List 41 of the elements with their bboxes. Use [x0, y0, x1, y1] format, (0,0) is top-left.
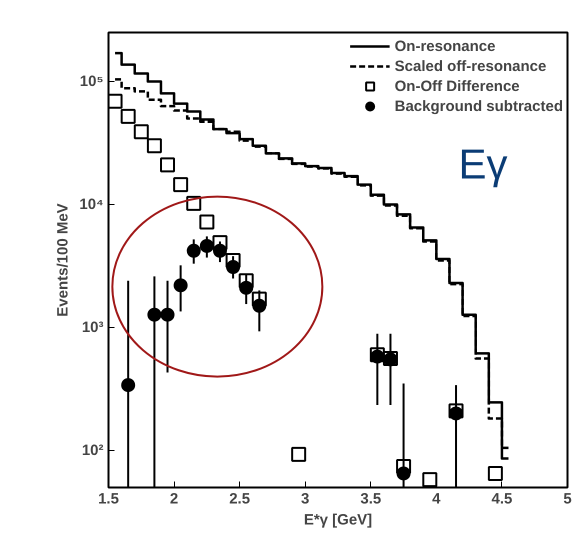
x-axis-title: E*γ [GeV] — [304, 512, 372, 528]
point — [120, 108, 136, 124]
y-tick-label: 10³ — [82, 318, 104, 336]
point — [291, 446, 306, 462]
x-tick-label: 3.5 — [360, 490, 382, 508]
y-tick-label: 10⁴ — [79, 196, 104, 213]
x-tick-label: 4 — [432, 490, 442, 508]
point — [199, 214, 214, 230]
point — [121, 378, 136, 392]
x-tick-label: 3 — [301, 490, 310, 508]
y-tick-label: 10⁵ — [80, 72, 104, 90]
point — [147, 308, 162, 322]
y-axis-title: Events/100 MeV — [54, 203, 72, 317]
point — [200, 238, 214, 253]
point — [239, 280, 254, 295]
point — [396, 466, 411, 480]
legend-label: Background subtracted — [394, 98, 563, 114]
point — [186, 244, 201, 258]
point — [252, 298, 266, 313]
legend-label: On-Off Difference — [394, 78, 520, 94]
point — [134, 124, 149, 140]
annotation: Eγ — [458, 140, 508, 188]
point — [174, 278, 188, 292]
x-tick-label: 1.5 — [98, 490, 119, 508]
point — [488, 466, 503, 481]
y-tick-label: 10² — [82, 442, 104, 459]
point — [173, 177, 188, 192]
point — [226, 260, 240, 274]
point — [160, 157, 176, 172]
point — [212, 244, 227, 258]
x-tick-label: 5 — [563, 490, 572, 508]
legend-label: On-resonance — [394, 38, 496, 54]
point — [449, 406, 464, 420]
point — [146, 138, 162, 154]
x-tick-label: 2 — [170, 490, 178, 508]
point — [108, 94, 123, 109]
x-tick-label: 2.5 — [229, 490, 250, 508]
point — [422, 472, 438, 488]
point — [160, 308, 175, 322]
x-tick-label: 4.5 — [492, 490, 512, 508]
legend-label: Scaled off-resonance — [394, 58, 546, 74]
